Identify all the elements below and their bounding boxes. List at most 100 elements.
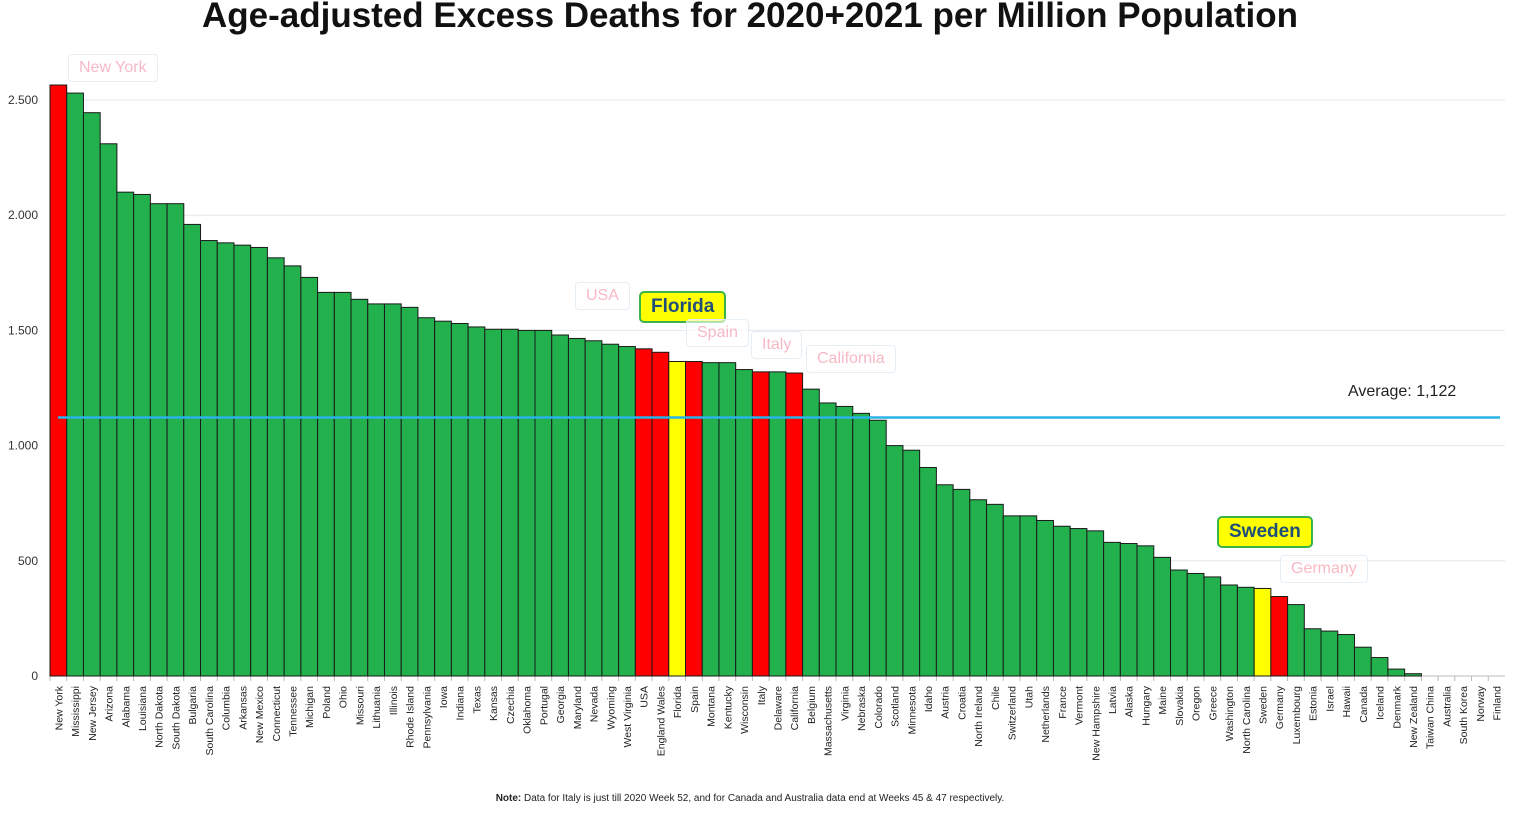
bar-maryland: [567, 337, 586, 677]
bar-tennessee: [283, 265, 302, 677]
bar-canada: [1353, 646, 1372, 677]
bar-mississippi: [66, 92, 84, 677]
bar-new-york: [49, 84, 68, 677]
x-tick-label: Maryland: [572, 686, 584, 729]
x-tick-label: Massachusetts: [823, 686, 835, 756]
x-tick-label: Texas: [471, 686, 483, 713]
x-tick-label: Latvia: [1107, 686, 1119, 714]
x-tick-label: Louisiana: [137, 686, 149, 731]
x-tick-label: Greece: [1207, 686, 1219, 721]
x-tick-label: Colorado: [873, 686, 885, 729]
x-tick-label: Austria: [940, 686, 952, 719]
bar-oklahoma: [517, 329, 536, 677]
bar-slovakia: [1170, 569, 1188, 677]
x-tick-label: Netherlands: [1040, 686, 1052, 743]
bar-arkansas: [233, 244, 252, 677]
bar-austria: [935, 484, 954, 677]
x-tick-label: Delaware: [773, 686, 785, 731]
bar-missouri: [350, 298, 369, 677]
x-tick-label: Alabama: [120, 686, 132, 728]
x-tick-label: Illinois: [388, 686, 400, 715]
bar-indiana: [450, 322, 469, 677]
x-tick-label: Florida: [672, 686, 684, 718]
x-tick-label: Montana: [706, 686, 718, 727]
bar-wisconsin: [735, 369, 753, 677]
x-tick-label: Luxembourg: [1291, 686, 1303, 745]
x-tick-label: South Korea: [1458, 686, 1470, 745]
bar-montana: [701, 362, 720, 677]
x-tick-label: Spain: [689, 686, 701, 713]
x-tick-label: Pennsylvania: [421, 686, 433, 749]
bar-czechia: [501, 328, 519, 677]
chart-note: Note: Data for Italy is just till 2020 W…: [0, 793, 1500, 804]
bar-rhode-island: [400, 306, 419, 677]
bar-south-dakota: [166, 203, 185, 677]
bar-iowa: [434, 320, 452, 677]
x-tick-label: Oregon: [1191, 686, 1203, 721]
y-tick-label: 2.000: [8, 208, 38, 222]
chart-title: Age-adjusted Excess Deaths for 2020+2021…: [201, 0, 1299, 35]
bar-luxembourg: [1287, 604, 1305, 677]
x-tick-label: Italy: [756, 685, 768, 705]
bar-illinois: [383, 303, 402, 677]
bar-switzerland: [1002, 515, 1021, 677]
x-tick-label: Mississippi: [70, 686, 82, 737]
bar-greece: [1203, 576, 1222, 677]
bar-virginia: [835, 405, 854, 677]
x-tick-label: Vermont: [1074, 686, 1086, 725]
x-tick-label: Australia: [1441, 686, 1453, 727]
bar-colorado: [868, 419, 887, 677]
bar-arizona: [99, 143, 118, 677]
x-tick-label: Denmark: [1391, 685, 1403, 728]
bar-alaska: [1119, 543, 1138, 677]
x-tick-label: Arizona: [104, 686, 116, 722]
x-tick-label: France: [1057, 686, 1069, 719]
x-tick-label: Virginia: [839, 686, 851, 721]
bar-new-jersey: [82, 112, 101, 677]
x-tick-label: North Carolina: [1241, 686, 1253, 754]
bar-west-virginia: [618, 346, 636, 677]
note-text: Data for Italy is just till 2020 Week 52…: [521, 793, 1005, 804]
x-tick-label: Germany: [1274, 685, 1286, 729]
bar-south-carolina: [200, 240, 218, 677]
x-tick-label: USA: [639, 686, 651, 708]
x-tick-label: Iowa: [438, 686, 450, 708]
bar-new-hampshire: [1086, 530, 1105, 677]
bar-germany: [1270, 596, 1289, 677]
bar-alabama: [116, 191, 135, 677]
y-tick-label: 2.500: [8, 93, 38, 107]
x-tick-label: North Ireland: [973, 686, 985, 747]
annotation-florida: Florida: [639, 291, 727, 323]
bar-estonia: [1303, 628, 1322, 677]
annotation-italy: Italy: [751, 331, 803, 359]
bar-france: [1052, 525, 1071, 677]
bar-nevada: [584, 340, 603, 677]
bar-new-mexico: [250, 246, 268, 677]
x-tick-label: Nebraska: [856, 686, 868, 731]
bar-bulgaria: [183, 223, 202, 677]
x-tick-label: Czechia: [505, 686, 517, 724]
bar-minnesota: [902, 449, 921, 677]
bar-latvia: [1103, 541, 1121, 677]
x-tick-label: North Dakota: [154, 686, 166, 748]
x-tick-label: Tennessee: [288, 686, 300, 737]
bar-kentucky: [718, 362, 737, 677]
x-tick-label: New Zealand: [1408, 686, 1420, 748]
x-tick-label: Taiwan China: [1425, 686, 1437, 749]
bar-croatia: [952, 488, 971, 677]
x-tick-label: Croatia: [956, 686, 968, 720]
bar-pennsylvania: [417, 317, 436, 677]
x-tick-label: South Dakota: [170, 686, 182, 750]
x-tick-label: Belgium: [806, 686, 818, 724]
x-tick-label: Lithuania: [371, 686, 383, 729]
bar-sweden: [1253, 587, 1272, 677]
bar-michigan: [300, 276, 319, 677]
bar-denmark: [1387, 668, 1406, 677]
average-label: Average: 1,122: [1348, 383, 1457, 400]
x-tick-label: Nevada: [589, 686, 601, 722]
x-tick-label: Kentucky: [722, 685, 734, 729]
x-tick-label: Maine: [1157, 686, 1169, 715]
x-tick-label: Bulgaria: [187, 686, 199, 725]
x-tick-label: Connecticut: [271, 686, 283, 742]
bar-england-wales: [651, 351, 670, 677]
